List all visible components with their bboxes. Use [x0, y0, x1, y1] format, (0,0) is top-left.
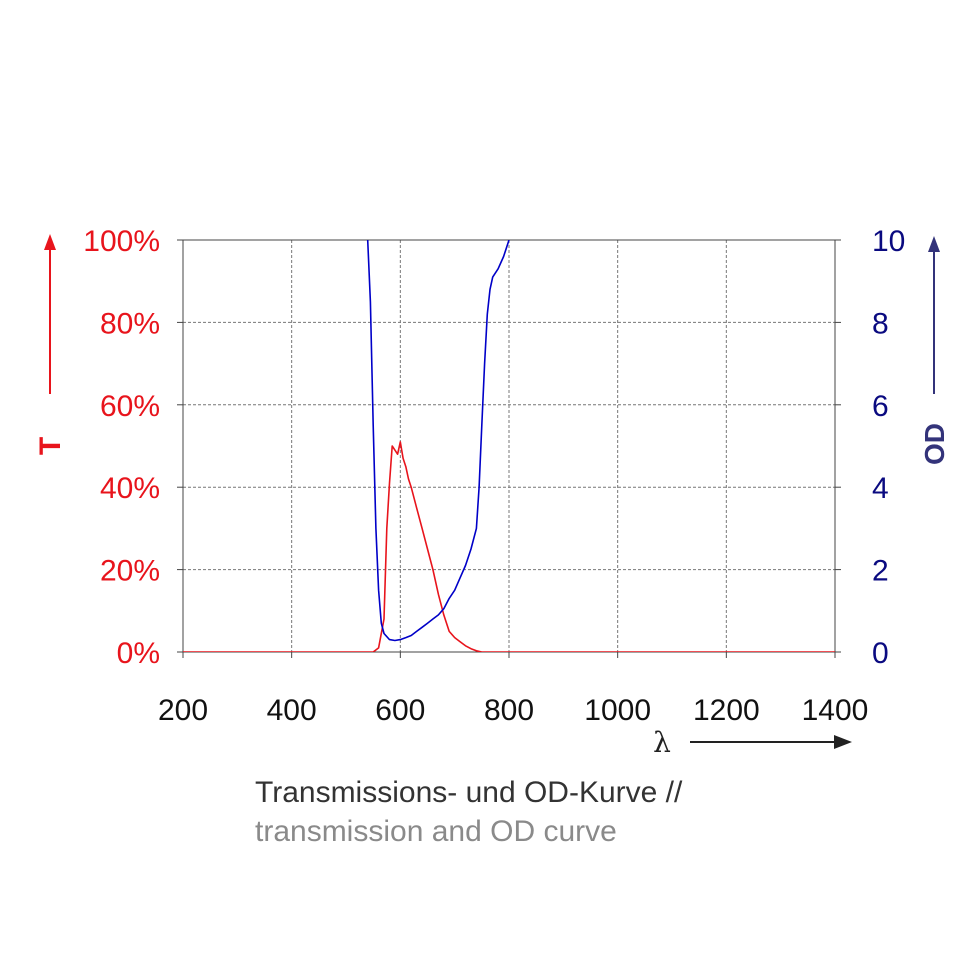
y-right-tick-label: 10	[872, 225, 905, 258]
y-left-tick-label: 60%	[100, 390, 160, 423]
series-layer	[183, 240, 835, 652]
y-left-tick-label: 100%	[83, 225, 160, 258]
x-tick-label: 1400	[802, 694, 869, 727]
x-tick-label: 1200	[693, 694, 760, 727]
y-left-axis-label: T	[34, 437, 67, 455]
y-left-tick-label: 20%	[100, 555, 160, 588]
caption-english: transmission and OD curve	[255, 815, 617, 848]
y-right-tick-label: 4	[872, 472, 889, 505]
y-left-tick-label: 0%	[117, 637, 160, 670]
y-right-tick-label: 6	[872, 390, 889, 423]
x-tick-label: 1000	[584, 694, 651, 727]
x-tick-label: 600	[375, 694, 425, 727]
x-tick-label: 800	[484, 694, 534, 727]
y-right-axis-label: OD	[919, 423, 950, 465]
y-left-tick-label: 40%	[100, 472, 160, 505]
transmission-series-line	[183, 441, 835, 652]
x-axis-label: λ	[653, 726, 671, 759]
x-tick-label: 400	[267, 694, 317, 727]
y-right-tick-label: 2	[872, 555, 889, 588]
x-tick-label: 200	[158, 694, 208, 727]
lambda-axis-arrow-head	[834, 735, 852, 749]
caption-german: Transmissions- und OD-Kurve //	[255, 776, 683, 809]
t-axis-arrow-head	[44, 234, 56, 250]
tick-labels: 200 400 600 800 1000 1200 1400 0% 20% 40% 60% 80% 10…	[83, 225, 905, 727]
od-series-line	[366, 240, 510, 642]
grid	[183, 240, 835, 652]
y-right-tick-label: 0	[872, 637, 889, 670]
y-right-tick-label: 8	[872, 307, 889, 340]
od-axis-arrow-head	[928, 236, 940, 252]
y-left-tick-label: 80%	[100, 307, 160, 340]
